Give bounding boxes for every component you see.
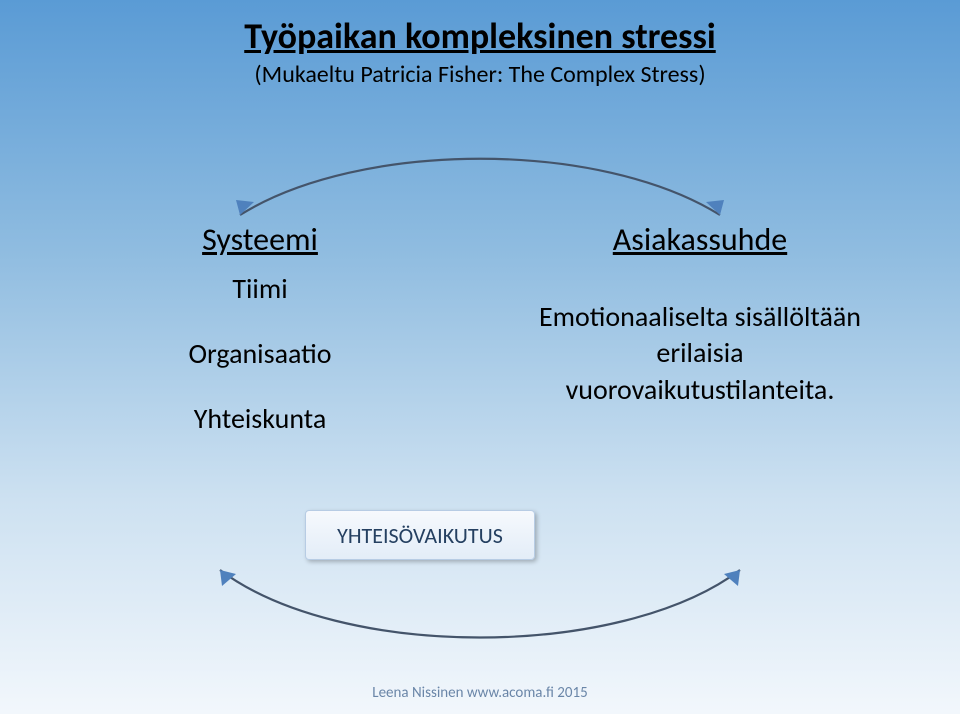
bottom-arc-arrow [180,550,780,670]
left-item-1: Tiimi [120,271,400,306]
page-title: Työpaikan kompleksinen stressi [0,0,960,58]
right-body-line1: Emotionaaliselta sisällöltään [539,299,861,334]
top-arc-arrow [220,130,740,230]
footer-text: Leena Nissinen www.acoma.fi 2015 [0,684,960,702]
right-body-line2: erilaisia [656,335,743,370]
right-heading: Asiakassuhde [520,220,880,259]
right-body: Emotionaaliselta sisällöltään erilaisia … [520,299,880,408]
center-box-label: YHTEISÖVAIKUTUS [337,522,503,549]
left-column: Systeemi Tiimi Organisaatio Yhteiskunta [120,220,400,436]
page-subtitle: (Mukaeltu Patricia Fisher: The Complex S… [0,60,960,89]
left-heading: Systeemi [120,220,400,259]
right-body-line3: vuorovaikutustilanteita. [566,372,835,407]
left-item-3: Yhteiskunta [120,401,400,436]
right-column: Asiakassuhde Emotionaaliselta sisällöltä… [520,220,880,408]
left-item-2: Organisaatio [120,336,400,371]
